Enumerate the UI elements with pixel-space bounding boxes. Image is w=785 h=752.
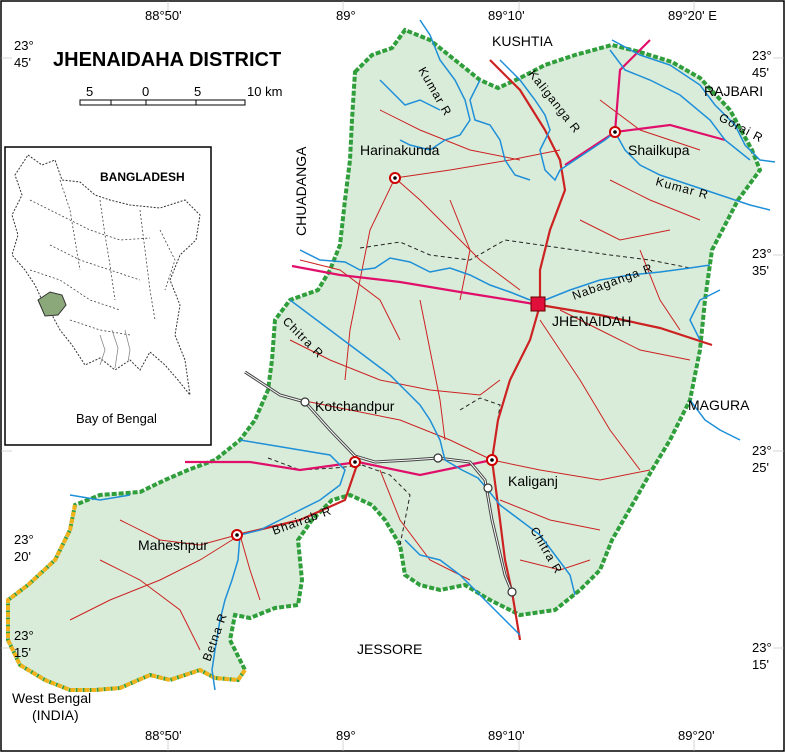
label-west-bengal: West Bengal (12, 690, 91, 706)
label-kotchandpur: Kotchandpur (315, 398, 395, 414)
bottom-tick-4: 89°20' (678, 728, 715, 743)
label-chuadanga: CHUADANGA (293, 146, 309, 236)
scale-label-0: 0 (142, 84, 149, 99)
town-markers (231, 126, 621, 597)
highways (185, 39, 726, 641)
right-tick-1-deg: 23° (752, 48, 772, 63)
inset-delta (99, 329, 131, 369)
inset-internal-boundaries (29, 179, 176, 336)
international-border (6, 504, 247, 692)
map-title: JHENAIDAHA DISTRICT (53, 49, 281, 71)
upazila-boundaries (267, 239, 691, 546)
left-tick-3-min: 15' (14, 645, 31, 660)
label-jessore: JESSORE (357, 641, 422, 657)
left-tick-1-min: 45' (14, 55, 31, 70)
station-a (433, 453, 443, 463)
right-tick-3-deg: 23° (752, 443, 772, 458)
right-tick-2-deg: 23° (752, 246, 772, 261)
scale-bar: 5 0 5 10 km (79, 84, 282, 106)
station-c (507, 587, 517, 597)
label-india: (INDIA) (32, 707, 79, 723)
right-tick-4-min: 15' (752, 657, 769, 672)
bottom-tick-3: 89°10' (488, 728, 525, 743)
right-tick-1-min: 45' (752, 65, 769, 80)
inset-map: BANGLADESH Bay of Bengal (4, 146, 212, 446)
label-shailkupa: Shailkupa (628, 142, 690, 158)
label-kushtia: KUSHTIA (492, 33, 553, 49)
label-harinakunda: Harinakunda (360, 142, 440, 158)
rivers (69, 19, 776, 691)
top-tick-2: 89° (336, 8, 356, 23)
right-tick-2-min: 35' (752, 263, 769, 278)
station-b (483, 483, 493, 493)
label-maheshpur: Maheshpur (138, 537, 208, 553)
right-tick-4-deg: 23° (752, 640, 772, 655)
label-magura: MAGURA (688, 397, 750, 413)
marker-jhenaidah (530, 296, 546, 312)
scale-label-10km: 10 km (247, 84, 282, 99)
inset-bangladesh-outline (11, 154, 201, 397)
label-rajbari: RAJBARI (704, 83, 763, 99)
top-tick-4: 89°20' E (668, 8, 717, 23)
bottom-tick-2: 89° (336, 728, 356, 743)
scale-label-5-right: 5 (194, 84, 201, 99)
right-tick-3-min: 25' (752, 460, 769, 475)
district-area (8, 30, 760, 690)
inset-caption: Bay of Bengal (76, 411, 157, 426)
inset-title: BANGLADESH (100, 170, 185, 184)
top-tick-1: 88°50' (145, 8, 182, 23)
label-kaliganj: Kaliganj (508, 473, 558, 489)
inset-jhenaidah-highlight (37, 291, 67, 317)
label-jhenaidah: JHENAIDAH (552, 313, 631, 329)
left-tick-1-deg: 23° (14, 38, 34, 53)
top-tick-3: 89°10' (488, 8, 525, 23)
left-tick-2-deg: 23° (14, 532, 34, 547)
left-tick-3-deg: 23° (14, 628, 34, 643)
bottom-tick-1: 88°50' (145, 728, 182, 743)
district-boundary (6, 27, 763, 692)
station-kotchandpur (300, 397, 310, 407)
scale-label-5-left: 5 (86, 84, 93, 99)
roads (69, 99, 701, 651)
left-tick-2-min: 20' (14, 549, 31, 564)
